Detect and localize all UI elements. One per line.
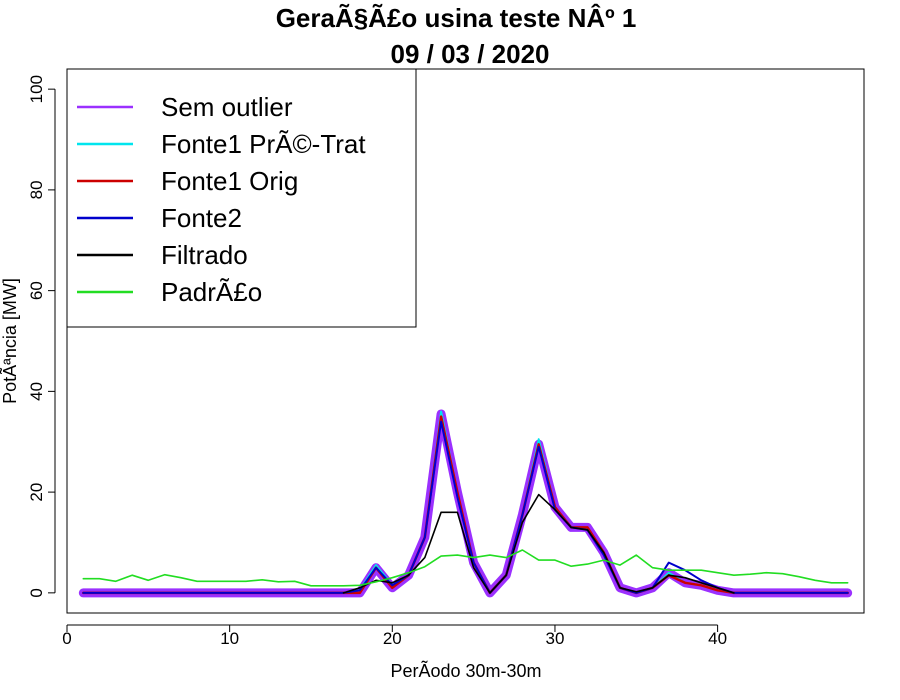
legend-label-fonte1-orig: Fonte1 Orig [161,166,298,196]
y-tick-label-0: 0 [27,588,46,597]
x-tick-label-20: 20 [383,629,402,648]
series-line-padr-o-5 [82,549,849,587]
series-line-filtrado-4 [342,493,735,594]
y-axis: 0 20 40 60 80 100 [27,75,56,598]
x-axis-label: PerÃ­odo 30m-30m [390,660,541,681]
y-tick-label-20: 20 [27,483,46,502]
legend: Sem outlier Fonte1 PrÃ©-Trat Fonte1 Orig Fo… [66,68,417,328]
legend-label-fonte1-pr-trat: Fonte1 PrÃ©-Trat [161,129,366,159]
y-tick-label-100: 100 [27,75,46,103]
x-axis: 0 10 20 30 40 [62,624,727,648]
plot-frame [66,68,865,614]
legend-label-fonte2: Fonte2 [161,203,242,233]
y-tick-label-80: 80 [27,180,46,199]
legend-label-filtrado: Filtrado [161,240,248,270]
series-line-fonte2-3 [82,420,849,594]
data-lines [78,409,853,598]
series-line-sem-outlier-0 [78,409,853,598]
series-line-fonte1-pr-trat-1 [82,410,849,594]
legend-label-padr-o: PadrÃ£o [161,277,262,307]
x-tick-label-30: 30 [545,629,564,648]
series-line-fonte1-orig-2 [82,415,849,595]
legend-box [66,68,417,328]
x-tick-label-40: 40 [708,629,727,648]
x-tick-label-10: 10 [220,629,239,648]
y-axis-label: PotÃªncia [MW] [0,278,20,404]
chart-subtitle: 09 / 03 / 2020 [390,39,549,69]
y-tick-label-40: 40 [27,382,46,401]
y-tick-label-60: 60 [27,281,46,300]
legend-label-sem-outlier: Sem outlier [161,92,293,122]
x-tick-label-0: 0 [62,629,71,648]
chart-title: GeraÃ§Ã£o usina teste NÂº 1 [276,3,637,33]
